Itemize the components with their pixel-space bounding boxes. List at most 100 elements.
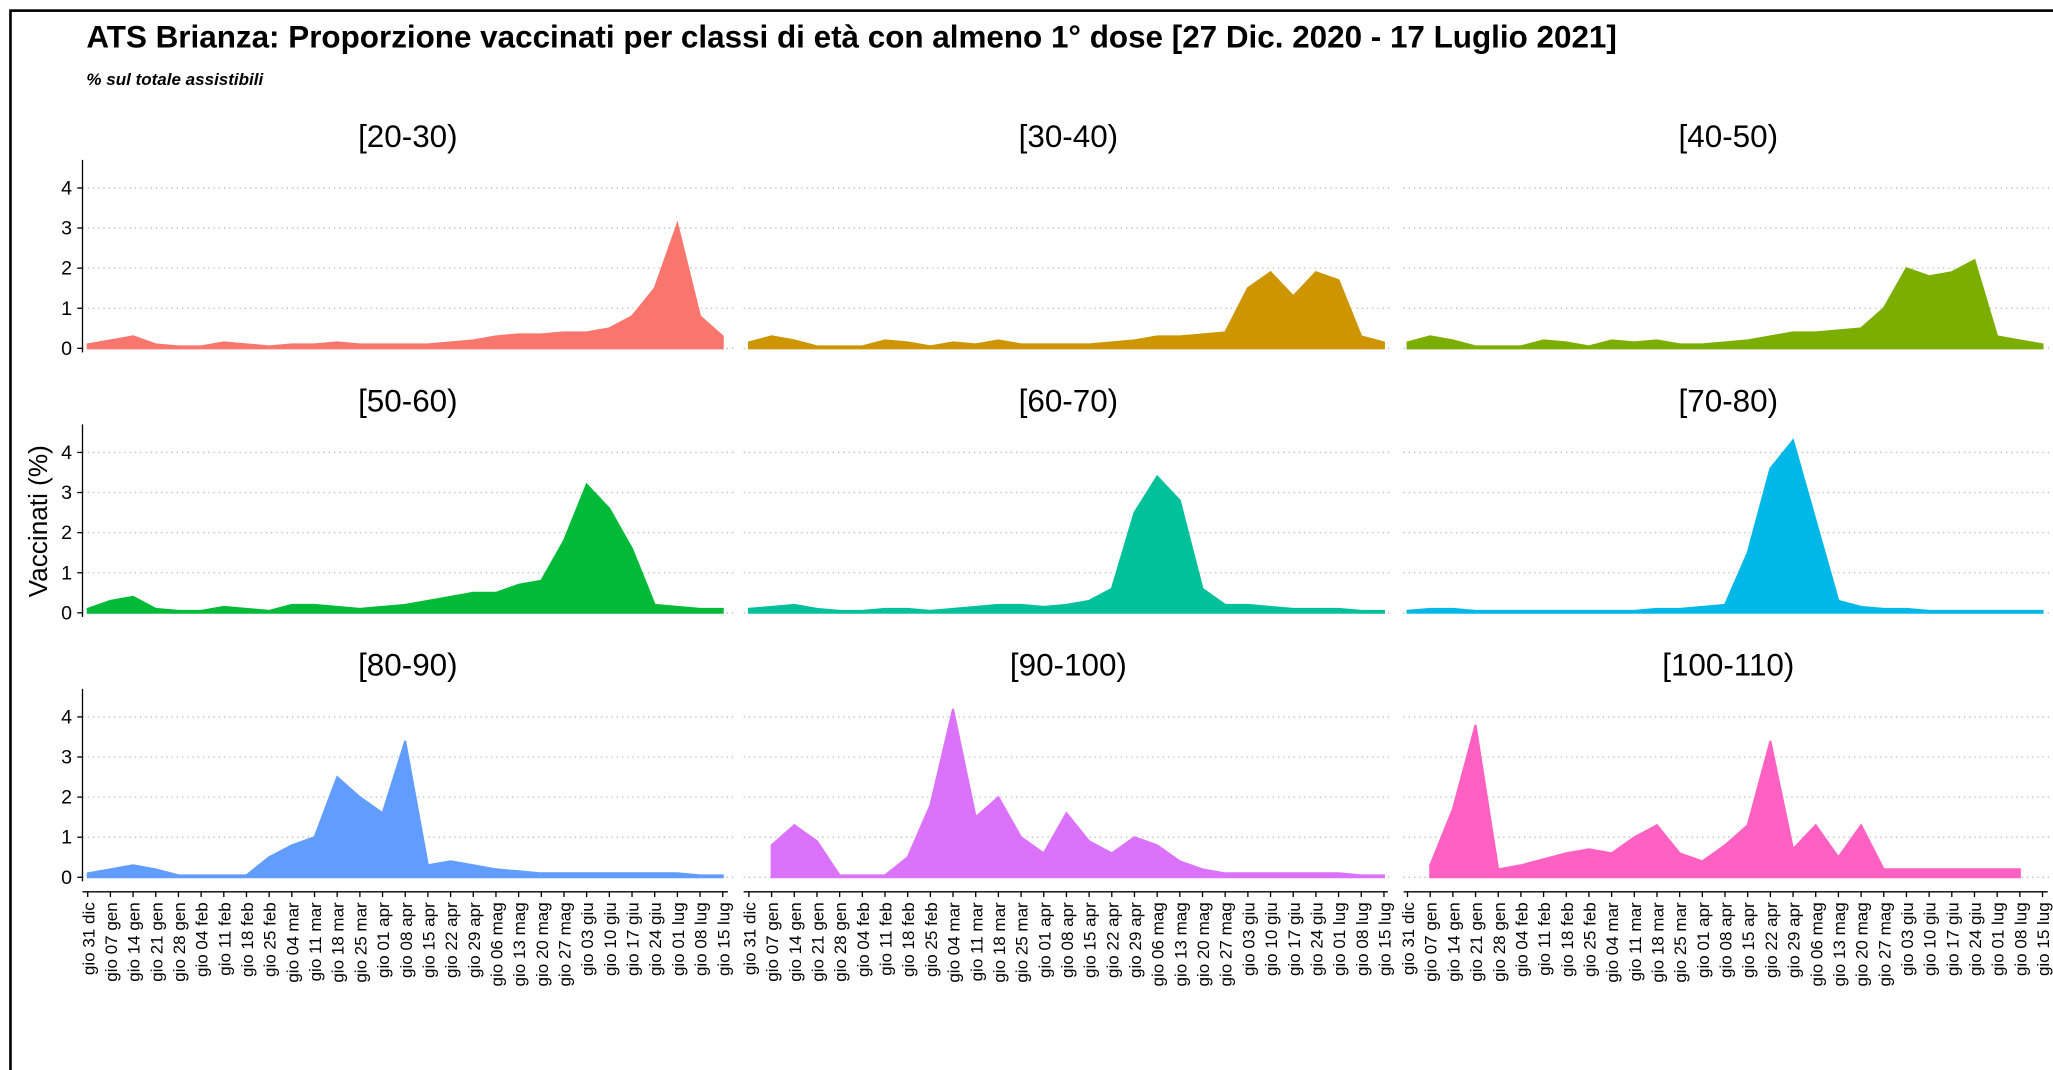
area: [747, 474, 1385, 614]
x-tick-label: gio 01 apr: [1035, 902, 1054, 978]
x-tick-label: gio 06 mag: [487, 902, 506, 986]
area: [1406, 258, 2044, 350]
x-tick-label: gio 21 gen: [809, 902, 828, 981]
x-tick-label: gio 01 apr: [1694, 902, 1713, 978]
x-tick-label: gio 31 dic: [740, 902, 759, 975]
x-tick-label: gio 25 feb: [261, 902, 280, 977]
x-tick-label: gio 11 feb: [1535, 902, 1554, 975]
panel-title: [40-50): [1679, 119, 1779, 154]
x-tick-label: gio 04 feb: [854, 902, 873, 977]
panel-title: [100-110): [1662, 648, 1794, 683]
x-tick-label: gio 15 apr: [1739, 902, 1758, 978]
x-tick-label: gio 03 giu: [578, 902, 597, 976]
area: [1406, 438, 2044, 614]
x-tick-label: gio 01 apr: [374, 902, 393, 978]
x-tick-label: gio 29 apr: [465, 902, 484, 978]
x-tick-label: gio 24 giu: [1307, 902, 1326, 976]
x-tick-label: gio 24 giu: [1966, 902, 1985, 976]
x-tick-label: gio 18 feb: [1558, 902, 1577, 977]
x-tick-label: gio 27 mag: [1217, 902, 1236, 986]
x-tick-label: gio 11 feb: [877, 902, 896, 975]
x-tick-label: gio 15 lug: [714, 902, 733, 976]
x-tick-label: gio 27 mag: [1875, 902, 1894, 986]
chart-subtitle: % sul totale assistibili: [86, 70, 264, 89]
x-tick-label: gio 28 gen: [831, 902, 850, 981]
x-tick-label: gio 03 giu: [1898, 902, 1917, 976]
x-tick-label: gio 10 giu: [1921, 902, 1940, 976]
x-tick-label: gio 17 giu: [1943, 902, 1962, 976]
area: [86, 740, 724, 879]
x-tick-label: gio 10 giu: [1262, 902, 1281, 976]
x-tick-label: gio 24 giu: [646, 902, 665, 976]
x-tick-label: gio 14 gen: [1444, 902, 1463, 981]
panel-title: [90-100): [1010, 648, 1127, 683]
x-tick-label: gio 04 mar: [1603, 902, 1622, 983]
y-tick-label: 0: [61, 602, 72, 624]
area: [747, 270, 1385, 350]
x-tick-label: gio 07 gen: [1422, 902, 1441, 981]
y-tick-label: 1: [61, 827, 72, 849]
x-tick-label: gio 22 apr: [442, 902, 461, 978]
panel-title: [70-80): [1679, 383, 1779, 418]
x-tick-label: gio 08 lug: [692, 902, 711, 976]
x-tick-label: gio 25 mar: [351, 902, 370, 983]
x-tick-label: gio 14 gen: [786, 902, 805, 981]
y-tick-label: 4: [61, 442, 72, 464]
panel-title: [30-40): [1019, 119, 1119, 154]
x-tick-label: gio 18 feb: [899, 902, 918, 977]
x-tick-label: gio 25 mar: [1671, 902, 1690, 983]
x-tick-label: gio 01 lug: [669, 902, 688, 976]
x-tick-label: gio 01 lug: [1989, 902, 2008, 976]
x-tick-label: gio 06 mag: [1807, 902, 1826, 986]
x-tick-label: gio 28 gen: [170, 902, 189, 981]
x-tick-label: gio 11 mar: [306, 902, 325, 981]
x-tick-label: gio 29 apr: [1126, 902, 1145, 978]
x-tick-label: gio 18 mar: [329, 902, 348, 983]
x-tick-label: gio 14 gen: [125, 902, 144, 981]
y-tick-label: 3: [61, 482, 72, 504]
y-tick-label: 2: [61, 787, 72, 809]
x-tick-label: gio 22 apr: [1103, 902, 1122, 978]
panel-title: [60-70): [1019, 383, 1119, 418]
x-tick-label: gio 01 lug: [1330, 902, 1349, 976]
x-tick-label: gio 31 dic: [1399, 902, 1418, 975]
x-tick-label: gio 10 giu: [601, 902, 620, 976]
panel-title: [20-30): [358, 119, 458, 154]
x-tick-label: gio 15 lug: [2034, 902, 2053, 976]
x-tick-label: gio 15 apr: [419, 902, 438, 978]
x-tick-label: gio 13 mag: [1171, 902, 1190, 986]
x-tick-label: gio 06 mag: [1149, 902, 1168, 986]
panel-title: [80-90): [358, 648, 458, 683]
y-tick-label: 3: [61, 747, 72, 769]
x-tick-label: gio 07 gen: [102, 902, 121, 981]
x-tick-label: gio 22 apr: [1762, 902, 1781, 978]
y-tick-label: 2: [61, 258, 72, 280]
x-tick-label: gio 31 dic: [79, 902, 98, 975]
x-tick-label: gio 21 gen: [147, 902, 166, 981]
x-tick-label: gio 25 feb: [922, 902, 941, 977]
x-tick-label: gio 07 gen: [763, 902, 782, 981]
chart-title: ATS Brianza: Proporzione vaccinati per c…: [86, 19, 1616, 54]
x-tick-label: gio 04 feb: [1512, 902, 1531, 977]
x-tick-label: gio 04 feb: [193, 902, 212, 977]
x-tick-label: gio 08 lug: [1353, 902, 1372, 976]
x-tick-label: gio 11 feb: [215, 902, 234, 975]
x-tick-label: gio 18 mar: [990, 902, 1009, 983]
x-tick-label: gio 08 apr: [1058, 902, 1077, 978]
x-tick-label: gio 08 apr: [1717, 902, 1736, 978]
x-tick-label: gio 18 feb: [238, 902, 257, 977]
x-tick-label: gio 29 apr: [1785, 902, 1804, 978]
x-tick-label: gio 11 mar: [1626, 902, 1645, 981]
y-tick-label: 3: [61, 218, 72, 240]
x-tick-label: gio 15 apr: [1081, 902, 1100, 978]
y-tick-label: 4: [61, 706, 72, 728]
x-tick-label: gio 13 mag: [510, 902, 529, 986]
x-tick-label: gio 03 giu: [1239, 902, 1258, 976]
x-tick-label: gio 21 gen: [1467, 902, 1486, 981]
y-tick-label: 2: [61, 522, 72, 544]
x-tick-label: gio 08 lug: [2011, 902, 2030, 976]
x-tick-label: gio 20 mag: [1194, 902, 1213, 986]
y-axis-label: Vaccinati (%): [23, 445, 53, 597]
x-tick-label: gio 13 mag: [1830, 902, 1849, 986]
